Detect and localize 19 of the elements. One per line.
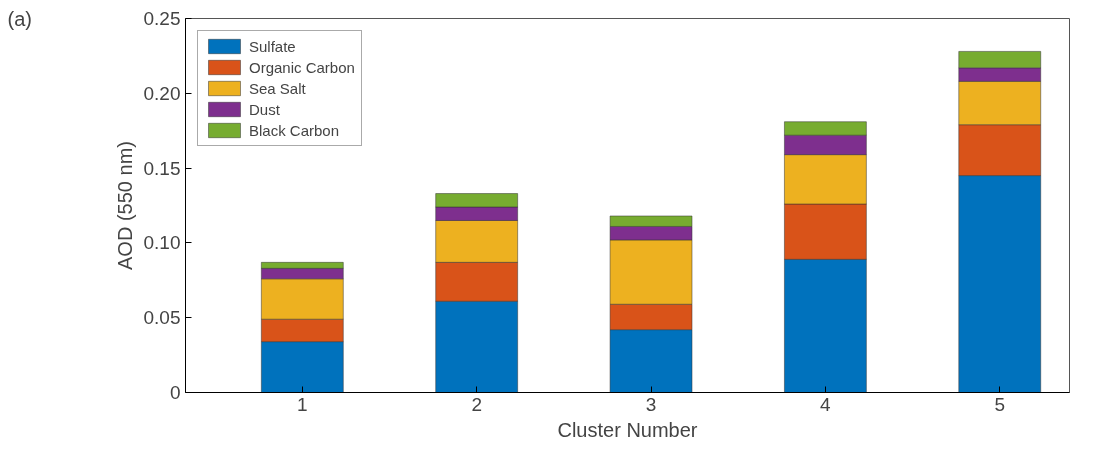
y-tick-label: 0.15 [143, 157, 181, 179]
legend-label: Sea Salt [249, 79, 306, 97]
y-axis-title: AOD (550 nm) [113, 141, 136, 270]
y-tick-label: 0.10 [143, 232, 181, 254]
y-tick-label: 0.25 [143, 8, 181, 29]
y-tick-label: 0.05 [143, 307, 181, 329]
legend-label: Black Carbon [249, 121, 340, 139]
x-tick-label: 1 [297, 393, 308, 415]
y-tick-label: 0 [169, 382, 181, 403]
y-tick-label: 0.20 [143, 82, 181, 104]
x-tick-label: 2 [471, 393, 482, 415]
x-tick-label: 5 [994, 393, 1006, 415]
legend-label: Organic Carbon [249, 58, 355, 76]
legend-label: Sulfate [249, 37, 296, 55]
x-tick-label: 3 [645, 393, 657, 415]
text: (a) [7, 7, 32, 30]
legend-label: Dust [249, 100, 280, 118]
x-tick-label: 4 [820, 393, 832, 415]
x-axis-title: Cluster Number [557, 418, 698, 441]
